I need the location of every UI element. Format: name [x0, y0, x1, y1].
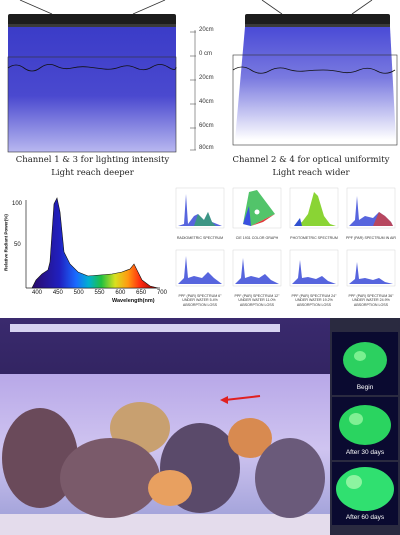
light-beam-diagrams	[7, 0, 398, 153]
coral-label-30: After 30 days	[345, 449, 385, 456]
left-caption-line2: Light reach deeper	[51, 168, 134, 178]
thumbnail-ppf-36in: PPF (PAR) SPECTRUM 36" UNDER WATER 24.9%…	[343, 248, 399, 314]
x-tick: 600	[115, 290, 126, 296]
coral-panel-30: After 30 days	[332, 397, 398, 460]
left-caption: Channel 1 & 3 for lighting intensity Lig…	[0, 154, 185, 180]
thumbnail-label: PPF (PAR) SPECTRUM 36" UNDER WATER 24.9%…	[348, 294, 394, 307]
right-fixture	[245, 0, 390, 27]
x-tick: 550	[94, 290, 105, 296]
depth-label-4: 60cm	[199, 123, 214, 129]
x-tick: 650	[136, 290, 147, 296]
x-tick: 400	[32, 290, 43, 296]
right-caption-line2: Light reach wider	[272, 168, 350, 178]
x-tick: 500	[73, 290, 84, 296]
spectrum-curve	[31, 197, 159, 289]
y-tick-100: 100	[12, 201, 23, 207]
thumbnail-photometric: PHOTOMETRIC SPECTRUM	[286, 186, 342, 248]
thumbnail-label: PHOTOMETRIC SPECTRUM	[290, 236, 338, 240]
right-caption: Channel 2 & 4 for optical uniformity Lig…	[222, 154, 400, 180]
depth-label-2: 20cm	[199, 75, 214, 81]
right-light-beam	[235, 27, 396, 140]
coral-panel-begin: Begin	[332, 332, 398, 395]
thumbnail-label: PPF (PAR) SPECTRUM IN AIR	[345, 236, 397, 240]
thumbnail-label: RADIOMETRIC SPECTRUM	[176, 236, 224, 240]
y-tick-50: 50	[14, 242, 21, 248]
coral-panel-60: After 60 days	[332, 462, 398, 525]
depth-label-5: 80cm	[199, 145, 214, 151]
depth-label-1: 0 cm	[199, 51, 213, 57]
x-tick: 450	[52, 290, 63, 296]
depth-label-0: 20cm	[199, 27, 214, 33]
thumbnail-ppf-12in: PPF (PAR) SPECTRUM 12" UNDER WATER 11.0%…	[229, 248, 285, 314]
left-fixture	[8, 0, 176, 27]
thumbnail-ppf-24in: PPF (PAR) SPECTRUM 24" UNDER WATER 19.2%…	[286, 248, 342, 314]
thumbnail-label: CIE 1931 COLOR GRAPH	[235, 236, 279, 240]
thumbnail-cie: CIE 1931 COLOR GRAPH	[229, 186, 285, 248]
right-caption-line1: Channel 2 & 4 for optical uniformity	[232, 155, 390, 165]
y-axis-label: Relative Radiant Power(%)	[3, 214, 9, 271]
thumbnail-ppf-6in: PPF (PAR) SPECTRUM 6" UNDER WATER 5.4% A…	[172, 248, 228, 314]
thumbnail-ppf-air: PPF (PAR) SPECTRUM IN AIR	[343, 186, 399, 248]
depth-label-3: 40cm	[199, 99, 214, 105]
thumbnail-label: PPF (PAR) SPECTRUM 6" UNDER WATER 5.4% A…	[178, 294, 222, 307]
coral-label-60: After 60 days	[345, 514, 385, 521]
x-tick: 700	[156, 290, 167, 296]
reef-rocks	[2, 402, 325, 518]
thumbnail-label: PPF (PAR) SPECTRUM 24" UNDER WATER 19.2%…	[291, 294, 337, 307]
depth-scale	[190, 30, 196, 151]
x-axis-label: Wavelength(nm)	[112, 298, 155, 304]
spectrum-chart	[25, 197, 160, 289]
x-tick-row: 400 450 500 550 600 650 700	[32, 290, 167, 296]
thumbnail-radiometric: RADIOMETRIC SPECTRUM	[172, 186, 228, 248]
arrow	[224, 395, 261, 401]
left-caption-line1: Channel 1 & 3 for lighting intensity	[15, 155, 170, 165]
spectrum-thumbnail-grid: RADIOMETRIC SPECTRUM CIE 1931 COLOR GRAP…	[172, 186, 400, 316]
coral-label-begin: Begin	[356, 384, 374, 391]
thumbnail-label: PPF (PAR) SPECTRUM 12" UNDER WATER 11.0%…	[234, 294, 280, 307]
left-light-beam	[8, 27, 176, 152]
